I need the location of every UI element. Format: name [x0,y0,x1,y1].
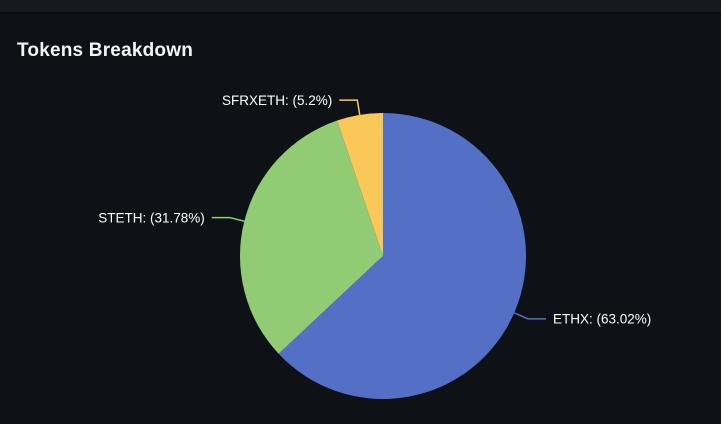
label-line-sfrxeth [339,99,361,116]
label-line-ethx [513,312,546,320]
label-line-steth [211,216,245,222]
chart-title: Tokens Breakdown [17,40,193,61]
slice-label-sfrxeth: SFRXETH: (5.2%) [222,93,332,108]
top-window-strip [0,0,721,14]
pie-slice-steth[interactable] [239,120,383,354]
slice-label-ethx: ETHX: (63.02%) [553,312,651,327]
pie-slice-sfrxeth[interactable] [337,112,383,256]
pie-slice-ethx[interactable] [278,113,526,400]
slice-label-steth: STETH: (31.78%) [98,210,205,225]
